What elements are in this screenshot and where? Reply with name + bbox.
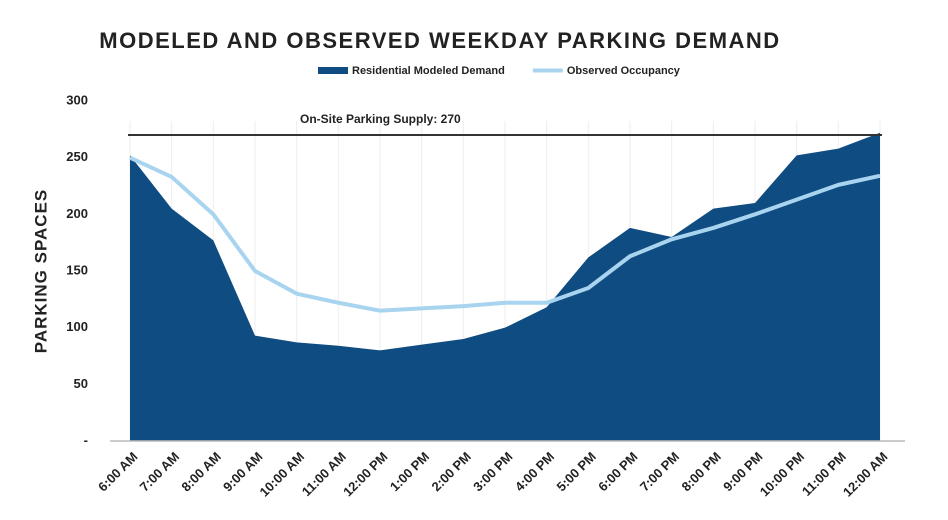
area	[130, 132, 880, 441]
legend-label: Observed Occupancy	[567, 65, 681, 77]
y-axis-label: PARKING SPACES	[31, 189, 50, 354]
line	[129, 155, 881, 313]
legend-label: Residential Modeled Demand	[352, 65, 505, 77]
legend-swatch	[318, 67, 348, 74]
y-tick-label: 250	[66, 149, 88, 164]
y-tick-label: 200	[66, 206, 88, 221]
chart-title: MODELED AND OBSERVED WEEKDAY PARKING DEM…	[99, 28, 780, 53]
y-tick-label: 300	[66, 92, 88, 107]
y-tick-label: 100	[66, 319, 88, 334]
y-tick-label: 50	[74, 376, 88, 391]
y-tick-label: 150	[66, 262, 88, 277]
supply-label: On-Site Parking Supply: 270	[300, 112, 461, 126]
y-tick-label: -	[84, 432, 88, 447]
